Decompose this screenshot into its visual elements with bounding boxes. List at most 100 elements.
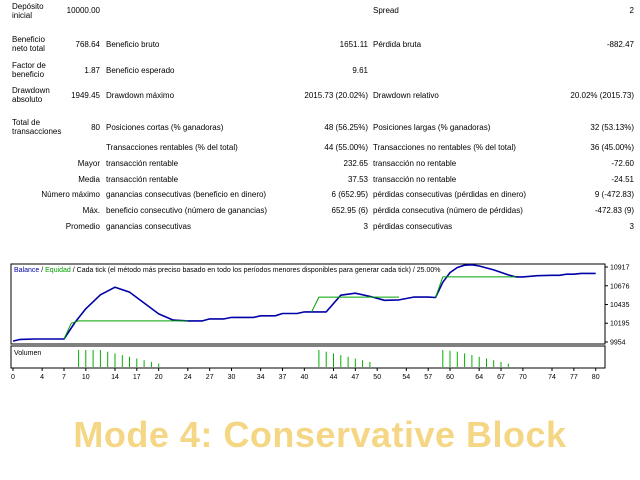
max-consec-wins-value: 6 (652.95) xyxy=(331,190,368,199)
x-tick-label: 64 xyxy=(475,374,483,381)
gross-profit-label: Beneficio bruto xyxy=(106,40,160,49)
x-tick-label: 14 xyxy=(111,374,119,381)
x-tick-label: 70 xyxy=(519,374,527,381)
mode-watermark: Mode 4: Conservative Block xyxy=(73,414,567,455)
average-profit-value: 37.53 xyxy=(347,175,368,184)
y-tick-label: 10676 xyxy=(610,283,630,290)
volume-label: Volumen xyxy=(14,350,41,357)
x-tick-label: 77 xyxy=(570,374,578,381)
spread-label: Spread xyxy=(373,6,399,15)
x-tick-label: 7 xyxy=(62,374,66,381)
max-consec-loss-value: -472.83 (9) xyxy=(594,206,634,215)
long-positions-label: Posiciones largas (% ganadoras) xyxy=(373,123,491,132)
avg-consec-losses-value: 3 xyxy=(629,222,634,231)
x-tick-label: 60 xyxy=(446,374,454,381)
largest-profit-label: transacción rentable xyxy=(106,159,179,168)
deposit-label: Depósito inicial xyxy=(12,2,44,20)
abs-drawdown-value: 1949.45 xyxy=(71,91,100,100)
x-axis-ticks: 0 4 7 10 14 17 20 24 27 30 34 37 40 44 47 50 54 57 60 64 67 7… xyxy=(11,368,600,381)
x-tick-label: 57 xyxy=(424,374,432,381)
strategy-report: Depósito inicial 10000.00 Spread 2 Benef… xyxy=(12,2,634,231)
chart-lines xyxy=(12,263,596,342)
abs-drawdown-label: Drawdown absoluto xyxy=(12,86,50,104)
x-tick-label: 67 xyxy=(497,374,505,381)
avg-consec-losses-label: pérdidas consecutivas xyxy=(373,222,453,231)
deposit-value: 10000.00 xyxy=(66,6,100,15)
x-tick-label: 30 xyxy=(228,374,236,381)
main-plot-frame xyxy=(10,263,606,345)
x-tick-label: 0 xyxy=(11,374,15,381)
max-drawdown-label: Drawdown máximo xyxy=(106,91,175,100)
x-tick-label: 4 xyxy=(40,374,44,381)
x-tick-label: 80 xyxy=(592,374,600,381)
x-tick-label: 74 xyxy=(548,374,556,381)
max-consec-profit-label: beneficio consecutivo (número de gananci… xyxy=(106,206,267,215)
rel-drawdown-label: Drawdown relativo xyxy=(373,91,439,100)
loss-trades-label: Transacciones no rentables (% del total) xyxy=(373,143,516,152)
avg-consec-wins-label: ganancias consecutivas xyxy=(106,222,191,231)
x-tick-label: 37 xyxy=(279,374,287,381)
profit-trades-label: Transacciones rentables (% del total) xyxy=(106,143,238,152)
x-tick-label: 40 xyxy=(301,374,309,381)
legend-description: / Cada tick (el método más preciso basad… xyxy=(71,267,441,274)
gross-profit-value: 1651.11 xyxy=(339,40,368,49)
x-tick-label: 54 xyxy=(402,374,410,381)
expected-payoff-label: Beneficio esperado xyxy=(106,66,175,75)
average-loss-value: -24.51 xyxy=(611,175,634,184)
y-tick-label: 10435 xyxy=(610,302,630,309)
largest-prefix: Mayor xyxy=(77,159,100,168)
max-prefix: Máx. xyxy=(82,206,100,215)
rel-drawdown-value: 20.02% (2015.73) xyxy=(570,91,634,100)
largest-profit-value: 232.65 xyxy=(343,159,368,168)
total-trades-label: Total de transacciones xyxy=(12,118,62,136)
max-consec-profit-value: 652.95 (6) xyxy=(331,206,368,215)
volume-bars xyxy=(78,350,509,367)
profit-trades-value: 44 (55.00%) xyxy=(324,143,368,152)
average-loss-label: transacción no rentable xyxy=(373,175,457,184)
x-tick-label: 34 xyxy=(257,374,265,381)
gross-loss-value: -882.47 xyxy=(606,40,634,49)
max-number-prefix: Número máximo xyxy=(41,190,100,199)
y-tick-label: 10195 xyxy=(610,321,630,328)
max-consec-wins-label: ganancias consecutivas (beneficio en din… xyxy=(106,190,267,199)
y-tick-label: 9954 xyxy=(610,340,626,347)
equity-line-3 xyxy=(435,276,516,298)
max-consec-losses-value: 9 (-472.83) xyxy=(594,190,634,199)
x-tick-label: 17 xyxy=(133,374,141,381)
spread-value: 2 xyxy=(629,6,634,15)
legend-balance: Balance xyxy=(14,267,39,274)
x-tick-label: 27 xyxy=(206,374,214,381)
x-tick-label: 47 xyxy=(351,374,359,381)
max-consec-losses-label: pérdidas consecutivas (pérdidas en diner… xyxy=(373,190,526,199)
legend-equity: Equidad xyxy=(45,267,71,274)
short-positions-value: 48 (56.25%) xyxy=(324,123,368,132)
largest-loss-label: transacción no rentable xyxy=(373,159,457,168)
profit-factor-value: 1.87 xyxy=(84,66,100,75)
x-tick-label: 20 xyxy=(155,374,163,381)
profit-factor-label: Factor de beneficio xyxy=(12,61,46,79)
short-positions-label: Posiciones cortas (% ganadoras) xyxy=(106,123,224,132)
equity-line-1 xyxy=(63,320,188,340)
max-consec-loss-label: pérdida consecutiva (número de pérdidas) xyxy=(373,206,523,215)
y-tick-label: 10917 xyxy=(610,265,630,272)
long-positions-value: 32 (53.13%) xyxy=(590,123,634,132)
x-tick-label: 24 xyxy=(184,374,192,381)
x-tick-label: 50 xyxy=(373,374,381,381)
net-profit-label: Beneficio neto total xyxy=(12,35,45,53)
avg-consec-wins-value: 3 xyxy=(363,222,368,231)
x-tick-label: 44 xyxy=(330,374,338,381)
expected-payoff-value: 9.61 xyxy=(352,66,368,75)
max-drawdown-value: 2015.73 (20.02%) xyxy=(304,91,368,100)
average-profit-label: transacción rentable xyxy=(106,175,179,184)
legend-separator: / xyxy=(39,267,45,274)
x-tick-label: 10 xyxy=(82,374,90,381)
net-profit-value: 768.64 xyxy=(75,40,100,49)
equity-line-2 xyxy=(311,296,399,313)
balance-chart: Balance / Equidad / Cada tick (el método… xyxy=(0,262,640,382)
chart-legend: Balance / Equidad / Cada tick (el método… xyxy=(14,267,441,274)
average-consec-prefix: Promedio xyxy=(65,222,100,231)
total-trades-value: 80 xyxy=(91,123,100,132)
balance-chart-svg: Balance / Equidad / Cada tick (el método… xyxy=(0,262,640,382)
largest-loss-value: -72.60 xyxy=(611,159,634,168)
average-prefix: Media xyxy=(78,175,100,184)
